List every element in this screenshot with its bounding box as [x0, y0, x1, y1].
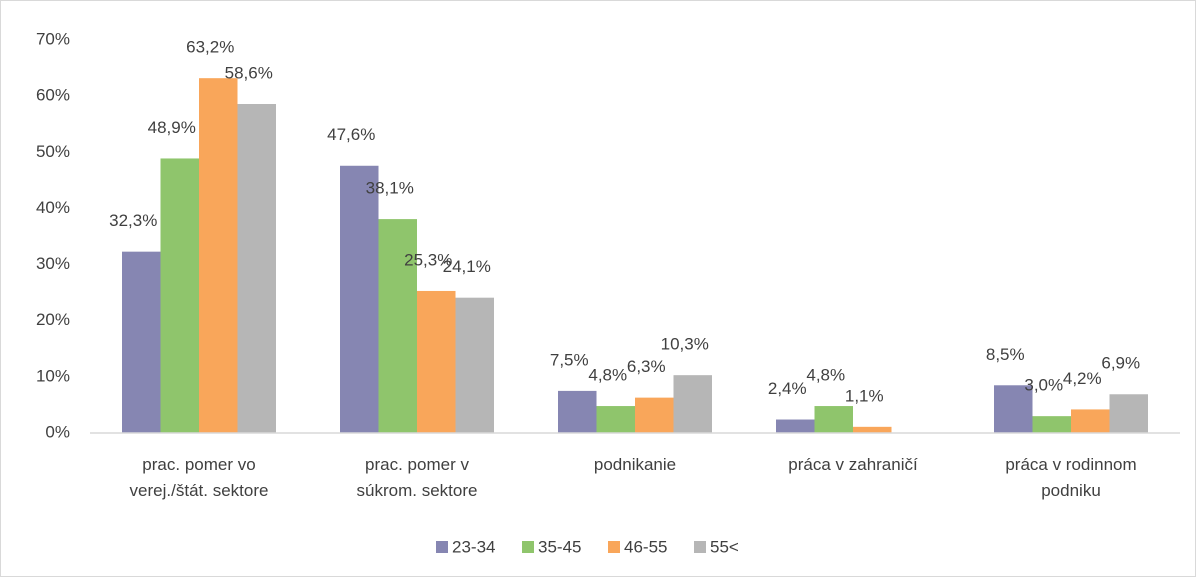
y-tick-label: 40% [36, 198, 70, 217]
legend-swatch [436, 541, 448, 553]
bar [776, 419, 815, 433]
value-label: 32,3% [109, 211, 157, 230]
value-label: 10,3% [661, 335, 709, 354]
value-label: 48,9% [148, 118, 196, 137]
x-tick-label: práca v zahraničí [788, 455, 918, 474]
y-tick-label: 0% [45, 422, 70, 441]
value-label: 4,2% [1063, 369, 1102, 388]
bar [160, 158, 199, 433]
value-label: 1,1% [845, 386, 884, 405]
y-tick-label: 20% [36, 310, 70, 329]
bar [1071, 409, 1110, 433]
legend-label: 46-55 [624, 537, 667, 556]
x-tick-label: prac. pomer v súkrom. sektore [356, 455, 478, 500]
value-label: 25,3% [404, 250, 452, 269]
bar [1109, 394, 1148, 433]
value-label: 6,9% [1101, 354, 1140, 373]
x-tick-label: prac. pomer vo verej./štát. sektore [129, 455, 269, 500]
value-label: 63,2% [186, 38, 234, 57]
value-label: 2,4% [768, 379, 807, 398]
legend-swatch [694, 541, 706, 553]
bar [814, 406, 853, 433]
bar [237, 104, 276, 433]
value-label: 58,6% [225, 63, 273, 82]
bar [417, 290, 456, 433]
legend-label: 23-34 [452, 537, 495, 556]
value-label: 3,0% [1024, 376, 1063, 395]
y-tick-label: 70% [36, 29, 70, 48]
y-tick-label: 60% [36, 86, 70, 105]
value-label: 47,6% [327, 125, 375, 144]
value-label: 7,5% [550, 350, 589, 369]
value-label: 4,8% [806, 366, 845, 385]
legend-swatch [522, 541, 534, 553]
bar [673, 375, 712, 433]
bar [558, 390, 597, 433]
bar [455, 297, 494, 433]
bar [596, 406, 635, 433]
bar [994, 385, 1033, 433]
legend-label: 55< [710, 537, 739, 556]
bar [1032, 416, 1071, 433]
y-tick-label: 30% [36, 254, 70, 273]
value-label: 4,8% [588, 366, 627, 385]
legend-swatch [608, 541, 620, 553]
x-tick-label: práca v rodinnom podniku [1005, 455, 1137, 500]
value-label: 24,1% [443, 257, 491, 276]
bar [122, 251, 161, 433]
bar [378, 219, 417, 433]
y-tick-label: 50% [36, 142, 70, 161]
value-label: 8,5% [986, 345, 1025, 364]
value-label: 6,3% [627, 357, 666, 376]
value-label: 38,1% [366, 179, 414, 198]
legend-label: 35-45 [538, 537, 581, 556]
bar [853, 426, 892, 433]
x-tick-label: podnikanie [593, 455, 677, 474]
bar [635, 397, 674, 433]
y-tick-label: 10% [36, 366, 70, 385]
bar [199, 78, 238, 434]
bar [340, 165, 379, 433]
